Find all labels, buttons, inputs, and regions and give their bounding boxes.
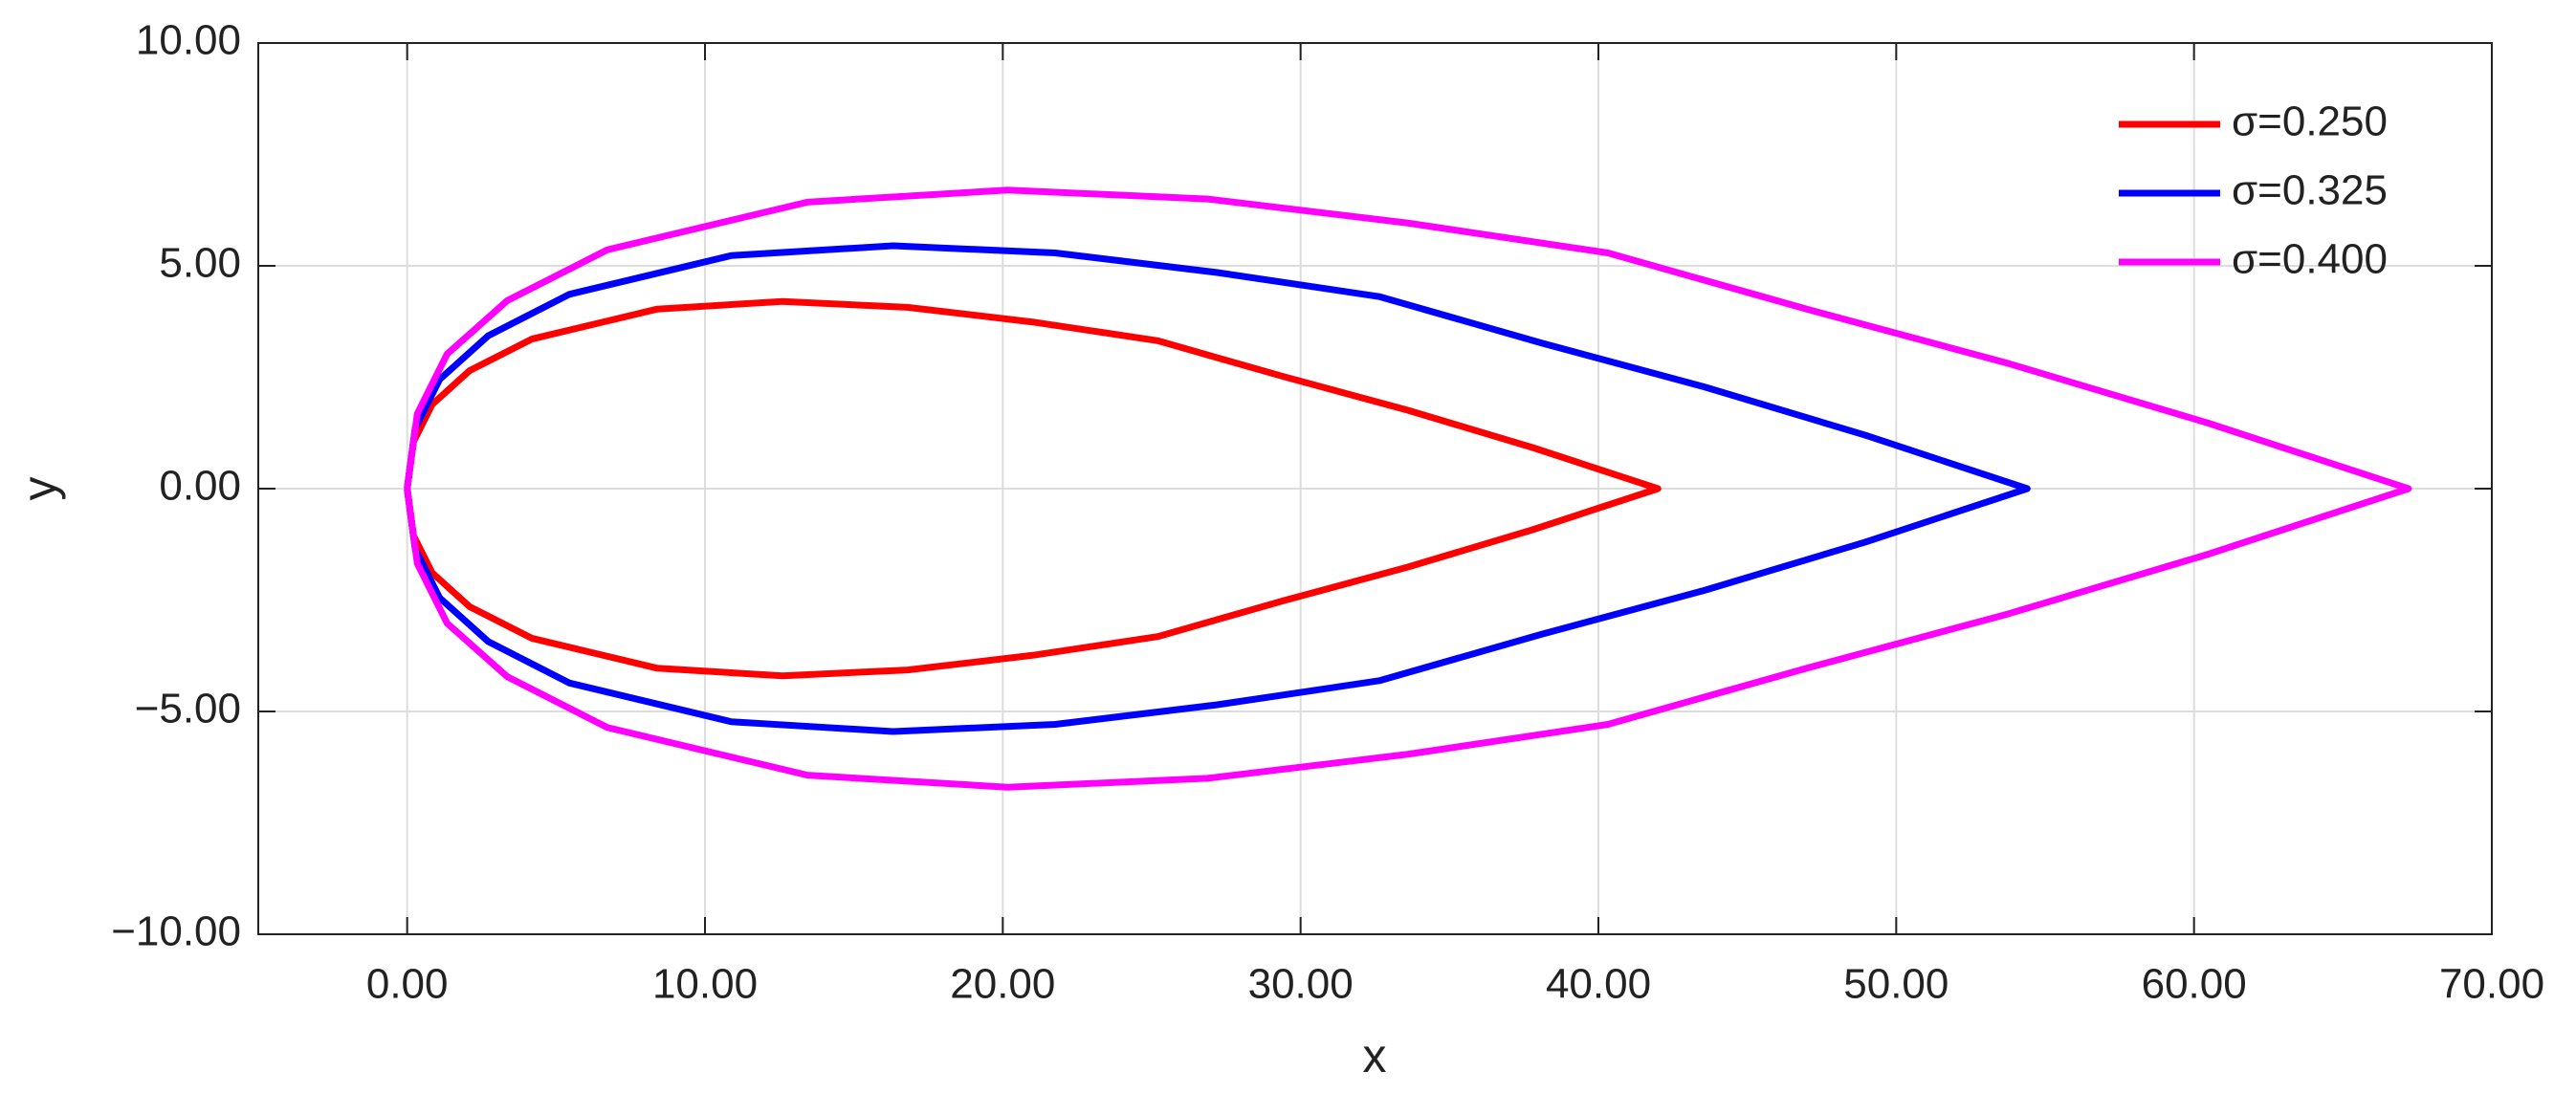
y-tick-label: −10.00 <box>111 908 241 955</box>
legend-label: σ=0.400 <box>2232 236 2388 283</box>
x-axis-label: x <box>1363 1029 1387 1082</box>
y-tick-label: 10.00 <box>136 17 241 64</box>
x-tick-label: 0.00 <box>366 961 449 1008</box>
y-tick-label: −5.00 <box>135 686 241 732</box>
x-tick-label: 40.00 <box>1546 961 1651 1008</box>
line <box>404 297 1662 680</box>
y-tick-label: 5.00 <box>159 240 241 287</box>
x-tick-label: 30.00 <box>1248 961 1354 1008</box>
x-tick-label: 70.00 <box>2439 961 2544 1008</box>
x-tick-label: 10.00 <box>652 961 758 1008</box>
legend-label: σ=0.325 <box>2232 167 2388 214</box>
line <box>404 186 2412 791</box>
legend-label: σ=0.250 <box>2232 98 2388 145</box>
y-tick-label: 0.00 <box>159 463 241 510</box>
plot-frame <box>257 42 2493 935</box>
y-axis-label: y <box>12 477 66 501</box>
x-tick-label: 50.00 <box>1843 961 1949 1008</box>
x-tick-label: 20.00 <box>950 961 1055 1008</box>
x-tick-label: 60.00 <box>2142 961 2247 1008</box>
line <box>404 242 2031 735</box>
